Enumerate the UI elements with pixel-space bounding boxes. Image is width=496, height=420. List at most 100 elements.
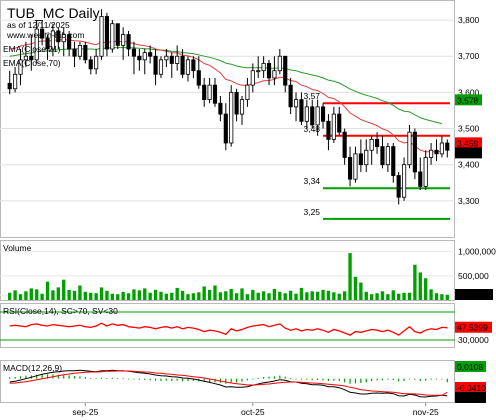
- volume-bar: [369, 294, 374, 300]
- candle: [234, 88, 239, 122]
- macd-hist-bar: [354, 378, 357, 384]
- candle: [175, 45, 180, 71]
- volume-bar: [67, 289, 71, 300]
- volume-bar: [305, 292, 309, 300]
- candle-body: [72, 48, 77, 57]
- candle-body: [29, 55, 34, 61]
- volume-bar: [45, 281, 50, 300]
- volume-bar: [78, 285, 82, 300]
- candle: [7, 70, 12, 95]
- candle-body: [396, 175, 401, 198]
- macd-hist-bar: [344, 378, 346, 383]
- volume-bar: [72, 290, 77, 300]
- volume-panel-frame: [0, 240, 455, 301]
- candle-body: [429, 149, 434, 158]
- macd-hist-bar: [425, 378, 427, 381]
- candle: [34, 20, 39, 64]
- macd-path: [9, 369, 448, 398]
- price-y-axis: 3,300 3,400 3,500 3,600 3,700 3,800: [458, 15, 480, 206]
- volume-bar: [24, 291, 28, 300]
- volume-tick-label: 1,000,000: [458, 247, 496, 257]
- candle: [369, 135, 374, 165]
- macd-hist-bar: [203, 378, 205, 382]
- candle-body: [229, 91, 234, 144]
- volume-bar: [380, 291, 385, 300]
- volume-bar: [418, 272, 422, 300]
- candle-body: [212, 84, 218, 104]
- candle-body: [347, 157, 353, 180]
- macd-hist-bar: [160, 378, 162, 381]
- candle: [385, 143, 390, 172]
- candle-body: [50, 30, 55, 50]
- candle: [77, 41, 83, 60]
- candle: [56, 27, 61, 49]
- level-label: 3,25: [303, 207, 320, 217]
- volume-bar: [62, 279, 66, 300]
- candle: [434, 139, 439, 162]
- candle: [299, 92, 304, 125]
- candle-body: [142, 52, 147, 61]
- candle-body: [218, 102, 223, 115]
- rsi-guides: [0, 311, 455, 341]
- candle: [364, 139, 369, 172]
- x-tick-label: nov-25: [413, 407, 439, 417]
- volume-bar: [56, 287, 60, 300]
- volume-bar: [218, 292, 223, 300]
- price-tick-label: 3,800: [458, 15, 480, 25]
- candle: [429, 143, 434, 165]
- volume-bar: [245, 294, 250, 300]
- volume-bar: [170, 292, 174, 300]
- volume-bar: [375, 293, 379, 300]
- volume-bar: [197, 292, 201, 300]
- candle-body: [342, 131, 347, 158]
- candle: [439, 135, 444, 158]
- candle: [29, 34, 34, 71]
- candle: [207, 77, 212, 104]
- candle-body: [418, 171, 423, 187]
- rsi-tick-label: 30,0000: [458, 335, 489, 345]
- candle: [223, 103, 228, 151]
- candle-body: [239, 99, 245, 115]
- macd-panel-frame: [0, 360, 455, 403]
- candle: [126, 30, 131, 57]
- macd-hist-bar: [365, 378, 367, 383]
- volume-bar: [153, 289, 158, 300]
- candle-body: [169, 55, 174, 64]
- candle: [142, 49, 147, 75]
- candle-body: [391, 146, 396, 176]
- volume-bar: [35, 289, 39, 300]
- candle: [61, 27, 66, 57]
- candle-body: [407, 131, 412, 166]
- volume-bar: [424, 278, 428, 300]
- candle-body: [283, 55, 288, 86]
- macd-hist-bar: [149, 378, 151, 381]
- macd-hist-bar: [327, 378, 330, 381]
- candle-body: [61, 34, 66, 43]
- candle: [326, 114, 331, 151]
- volume-bar: [207, 289, 212, 300]
- candle: [245, 77, 250, 107]
- candle: [229, 85, 234, 147]
- volume-bar: [397, 293, 401, 300]
- volume-bar: [445, 294, 449, 300]
- level-label: 3,57: [303, 91, 320, 101]
- candle-body: [412, 131, 417, 173]
- macd-hist-bar: [322, 378, 324, 381]
- volume-bar: [294, 293, 298, 300]
- volume-bar: [434, 293, 439, 300]
- candle-body: [56, 30, 61, 43]
- volume-bar: [283, 293, 287, 300]
- volume-bar: [429, 289, 433, 300]
- price-tick-label: 3,500: [458, 124, 480, 134]
- volume-bar: [278, 291, 282, 300]
- macd-hist-bar: [73, 376, 76, 379]
- volume-tick-label: 500,000: [458, 271, 489, 281]
- candle: [407, 124, 412, 169]
- macd-hist-bar: [111, 377, 113, 379]
- macd-hist-bar: [279, 375, 281, 379]
- macd-hist-bar: [398, 378, 400, 382]
- volume-bar: [175, 287, 179, 300]
- candle: [272, 56, 277, 86]
- macd-hist-bar: [446, 378, 448, 383]
- candle-body: [45, 37, 50, 50]
